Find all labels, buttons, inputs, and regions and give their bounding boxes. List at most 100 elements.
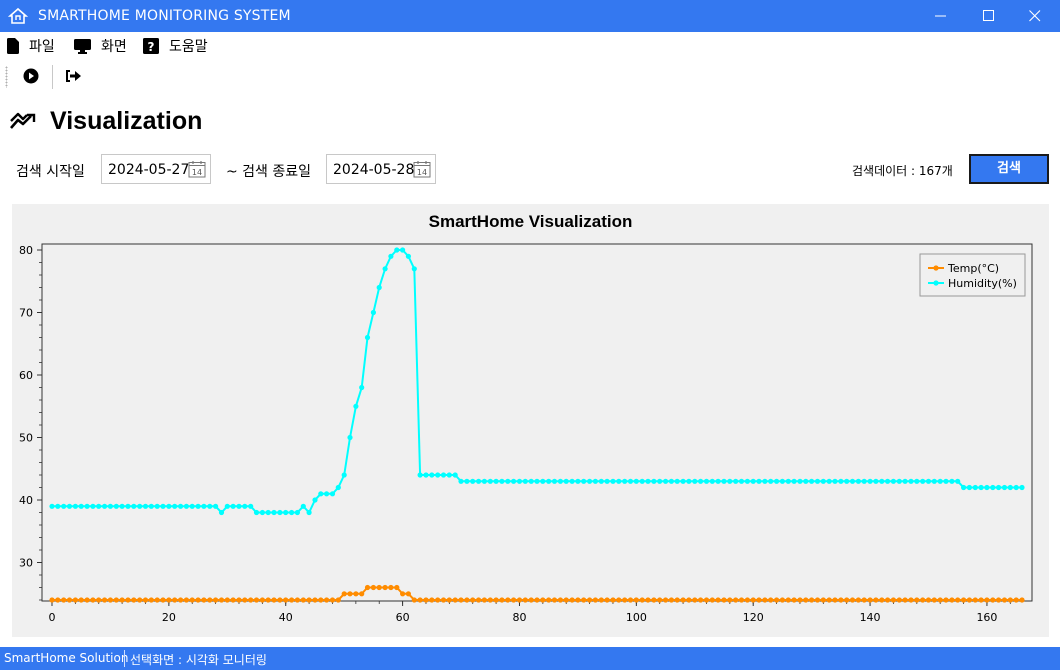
series-point-1 — [259, 509, 265, 516]
series-point-1 — [616, 478, 622, 484]
series-point-1 — [791, 478, 797, 484]
end-date-picker[interactable]: 2024-05-28 14 — [326, 154, 436, 184]
series-point-1 — [838, 478, 844, 484]
series-point-0 — [61, 597, 67, 603]
series-point-0 — [633, 597, 639, 603]
series-point-1 — [966, 484, 973, 491]
series-point-0 — [370, 584, 376, 591]
series-point-0 — [663, 597, 669, 603]
start-date-picker[interactable]: 2024-05-27 14 — [101, 154, 211, 184]
search-button[interactable]: 검색 — [969, 154, 1049, 184]
menu-help[interactable]: ? 도움말 — [143, 36, 208, 56]
series-point-0 — [820, 597, 826, 603]
series-point-1 — [107, 503, 113, 509]
series-point-1 — [353, 403, 359, 409]
series-point-1 — [154, 503, 160, 509]
series-point-0 — [651, 597, 657, 603]
toolbar-grip[interactable] — [5, 66, 8, 88]
series-point-1 — [943, 478, 949, 484]
series-point-1 — [417, 472, 423, 478]
series-point-0 — [879, 597, 885, 603]
series-point-0 — [668, 597, 675, 603]
series-point-1 — [937, 478, 943, 484]
series-point-0 — [733, 597, 739, 603]
series-point-1 — [598, 478, 604, 484]
minimize-button[interactable] — [918, 0, 964, 32]
series-point-0 — [382, 584, 388, 591]
series-point-1 — [978, 484, 984, 491]
series-point-1 — [820, 478, 826, 484]
series-point-0 — [902, 597, 908, 603]
series-point-1 — [347, 434, 353, 441]
y-tick-label: 40 — [19, 494, 33, 507]
series-point-0 — [499, 597, 505, 603]
series-point-0 — [347, 591, 353, 597]
exit-button[interactable] — [63, 66, 87, 88]
series-point-1 — [440, 472, 447, 478]
play-button[interactable] — [20, 66, 44, 88]
series-point-0 — [458, 597, 464, 603]
close-button[interactable] — [1012, 0, 1058, 32]
series-point-1 — [125, 503, 131, 509]
series-point-0 — [178, 597, 184, 603]
series-point-0 — [961, 597, 967, 603]
end-date-label: ~ 검색 종료일 — [226, 164, 312, 180]
series-point-1 — [522, 478, 528, 484]
series-point-0 — [113, 597, 119, 603]
series-point-0 — [271, 597, 277, 603]
series-point-0 — [493, 597, 499, 603]
series-point-1 — [703, 478, 710, 484]
series-point-1 — [955, 478, 961, 484]
series-point-1 — [592, 478, 599, 484]
series-point-1 — [382, 266, 388, 272]
series-point-1 — [306, 509, 312, 516]
series-point-0 — [785, 597, 791, 603]
series-point-1 — [563, 478, 569, 484]
series-point-1 — [756, 478, 762, 484]
series-point-0 — [692, 597, 698, 603]
series-point-0 — [312, 597, 318, 603]
series-point-0 — [861, 597, 867, 603]
menu-view[interactable]: 화면 — [74, 36, 127, 56]
series-point-1 — [178, 503, 184, 509]
status-screen: 선택화면 : 시각화 모니터링 — [130, 653, 267, 667]
series-point-0 — [318, 597, 324, 603]
svg-text:14: 14 — [192, 168, 202, 177]
series-point-0 — [622, 597, 628, 603]
series-point-0 — [809, 597, 815, 603]
series-point-0 — [610, 597, 616, 603]
series-point-0 — [183, 597, 189, 603]
series-point-1 — [364, 334, 371, 341]
series-point-1 — [581, 478, 587, 484]
series-point-0 — [814, 597, 821, 603]
series-point-1 — [867, 478, 873, 484]
menu-file-label: 파일 — [29, 39, 55, 55]
series-point-0 — [417, 597, 423, 603]
series-point-0 — [727, 597, 733, 603]
sign-out-icon — [66, 70, 81, 82]
series-point-0 — [914, 597, 920, 603]
series-point-0 — [218, 597, 225, 603]
calendar-icon[interactable]: 14 — [413, 160, 431, 178]
series-point-0 — [329, 597, 336, 603]
menu-bar: 파일 화면 ? 도움말 — [0, 32, 1060, 60]
series-point-0 — [943, 597, 949, 603]
series-point-1 — [394, 247, 400, 253]
series-point-0 — [826, 597, 832, 603]
series-point-0 — [867, 597, 873, 603]
series-point-0 — [978, 597, 984, 603]
series-point-0 — [160, 597, 166, 603]
maximize-button[interactable] — [966, 0, 1012, 32]
page-heading: Visualization — [10, 104, 202, 138]
toolbar-separator — [52, 65, 53, 89]
series-point-1 — [721, 478, 727, 484]
series-point-0 — [721, 597, 727, 603]
menu-file[interactable]: 파일 — [7, 36, 55, 56]
legend — [919, 253, 1026, 297]
series-point-1 — [435, 472, 441, 478]
series-point-0 — [779, 597, 786, 603]
calendar-icon[interactable]: 14 — [188, 160, 206, 178]
series-point-1 — [172, 503, 178, 509]
series-point-1 — [84, 503, 90, 509]
series-point-0 — [364, 584, 371, 591]
